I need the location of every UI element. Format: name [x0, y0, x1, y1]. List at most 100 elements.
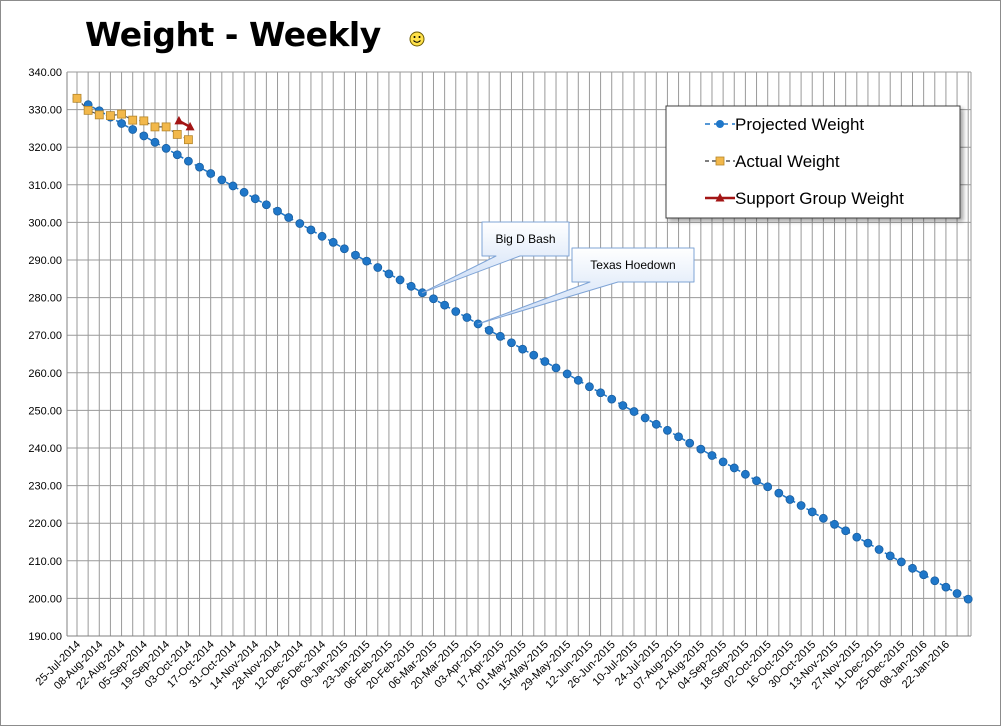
projected-weight-point — [874, 545, 884, 554]
chart-title-row: Weight - Weekly — [85, 12, 425, 56]
actual-weight-point — [72, 93, 82, 103]
actual-weight-point — [139, 116, 149, 126]
projected-weight-point — [317, 231, 327, 241]
projected-weight-point — [462, 313, 472, 322]
y-tick-label: 340.00 — [28, 67, 62, 79]
projected-weight-point — [674, 432, 683, 442]
projected-weight-point — [395, 275, 405, 285]
projected-weight-point — [618, 401, 628, 410]
y-tick-label: 270.00 — [28, 330, 62, 342]
y-tick-label: 220.00 — [28, 518, 62, 530]
projected-weight-point — [596, 388, 605, 398]
callout-big-d-bash: Big D Bash — [421, 221, 570, 294]
projected-weight-point — [217, 175, 227, 185]
actual-weight-point — [117, 109, 126, 119]
projected-weight-point — [206, 169, 216, 178]
projected-weight-point — [518, 344, 527, 354]
callout-label: Texas Hoedown — [590, 258, 675, 272]
y-tick-label: 190.00 — [28, 631, 62, 643]
actual-weight-point — [161, 122, 171, 132]
callouts: Big D Bash Texas Hoedown — [421, 221, 695, 325]
legend-marker — [716, 120, 724, 128]
y-tick-label: 250.00 — [28, 405, 62, 417]
y-tick-label: 300.00 — [28, 217, 62, 229]
actual-weight-point — [94, 110, 104, 120]
projected-weight-point — [183, 156, 193, 166]
x-axis-ticks: 25-Jul-201408-Aug-201422-Aug-201405-Sep-… — [34, 639, 952, 693]
projected-weight-point — [796, 501, 806, 510]
projected-weight-point — [607, 394, 617, 404]
series-layer — [72, 93, 973, 604]
projected-weight-point — [752, 476, 761, 486]
projected-weight-point — [640, 413, 650, 423]
callout-label: Big D Bash — [495, 232, 555, 246]
projected-weight-point — [818, 513, 828, 523]
chart-title: Weight - Weekly — [85, 14, 381, 54]
axes — [66, 71, 972, 637]
projected-weight-point — [729, 463, 739, 473]
y-tick-label: 320.00 — [28, 142, 62, 154]
projected-weight-point — [484, 325, 494, 335]
projected-weight-point — [373, 263, 383, 272]
y-axis-ticks: 190.00 200.00 210.00 220.00 230.00 240.00 250.… — [28, 67, 62, 643]
legend-item: Actual Weight — [705, 152, 840, 171]
legend-label: Projected Weight — [735, 115, 864, 134]
projected-weight-point — [540, 357, 550, 366]
projected-weight-point — [172, 150, 182, 160]
projected-weight-point — [807, 507, 817, 517]
projected-weight-point — [685, 438, 695, 448]
projected-weight-point — [295, 219, 305, 228]
projected-weight-point — [128, 125, 138, 134]
projected-weight-point — [351, 250, 360, 260]
projected-weight-point — [362, 256, 372, 266]
actual-weight-point — [83, 105, 93, 115]
projected-weight-point — [696, 444, 706, 454]
projected-weight-point — [941, 582, 951, 592]
legend-marker — [715, 193, 725, 202]
support-group-weight-point — [174, 115, 184, 125]
actual-weight-point — [172, 130, 182, 139]
projected-weight-point — [830, 519, 839, 529]
projected-weight-point — [139, 131, 149, 141]
y-tick-label: 240.00 — [28, 443, 62, 455]
callout-shape — [477, 247, 695, 325]
projected-weight-point — [406, 281, 416, 291]
projected-weight-point — [529, 350, 539, 360]
actual-weight-point — [150, 122, 160, 132]
projected-weight-point — [451, 307, 461, 316]
projected-weight-point — [651, 419, 661, 429]
projected-weight-point — [963, 594, 973, 604]
projected-weight-point — [908, 563, 917, 573]
y-tick-label: 330.00 — [28, 105, 62, 117]
projected-weight-point — [495, 331, 505, 341]
y-tick-label: 200.00 — [28, 593, 62, 605]
actual-weight-point — [106, 111, 115, 121]
y-tick-label: 280.00 — [28, 293, 62, 305]
projected-weight-point — [250, 194, 260, 204]
legend-label: Support Group Weight — [735, 189, 904, 208]
projected-weight-point — [841, 526, 851, 536]
projected-weight-point — [261, 200, 271, 210]
projected-weight-point — [707, 451, 717, 460]
projected-weight-point — [952, 589, 962, 598]
projected-weight-point — [562, 369, 572, 379]
callout-texas-hoedown: Texas Hoedown — [477, 247, 695, 325]
projected-weight-point — [117, 119, 126, 128]
projected-weight-point — [852, 532, 862, 542]
projected-weight-point — [228, 181, 238, 191]
projected-weight-point — [629, 407, 639, 416]
legend-marker — [715, 156, 725, 166]
legend-item: Support Group Weight — [705, 189, 904, 208]
y-tick-label: 230.00 — [28, 481, 62, 493]
y-tick-label: 290.00 — [28, 255, 62, 267]
legend-label: Actual Weight — [735, 152, 840, 171]
y-tick-label: 310.00 — [28, 180, 62, 192]
projected-weight-point — [774, 488, 784, 498]
projected-weight-point — [741, 469, 750, 479]
projected-weight-point — [384, 269, 394, 279]
projected-weight-point — [429, 294, 438, 304]
projected-weight-point — [585, 382, 594, 392]
projected-weight-point — [284, 213, 294, 222]
projected-weight-point — [195, 162, 204, 172]
